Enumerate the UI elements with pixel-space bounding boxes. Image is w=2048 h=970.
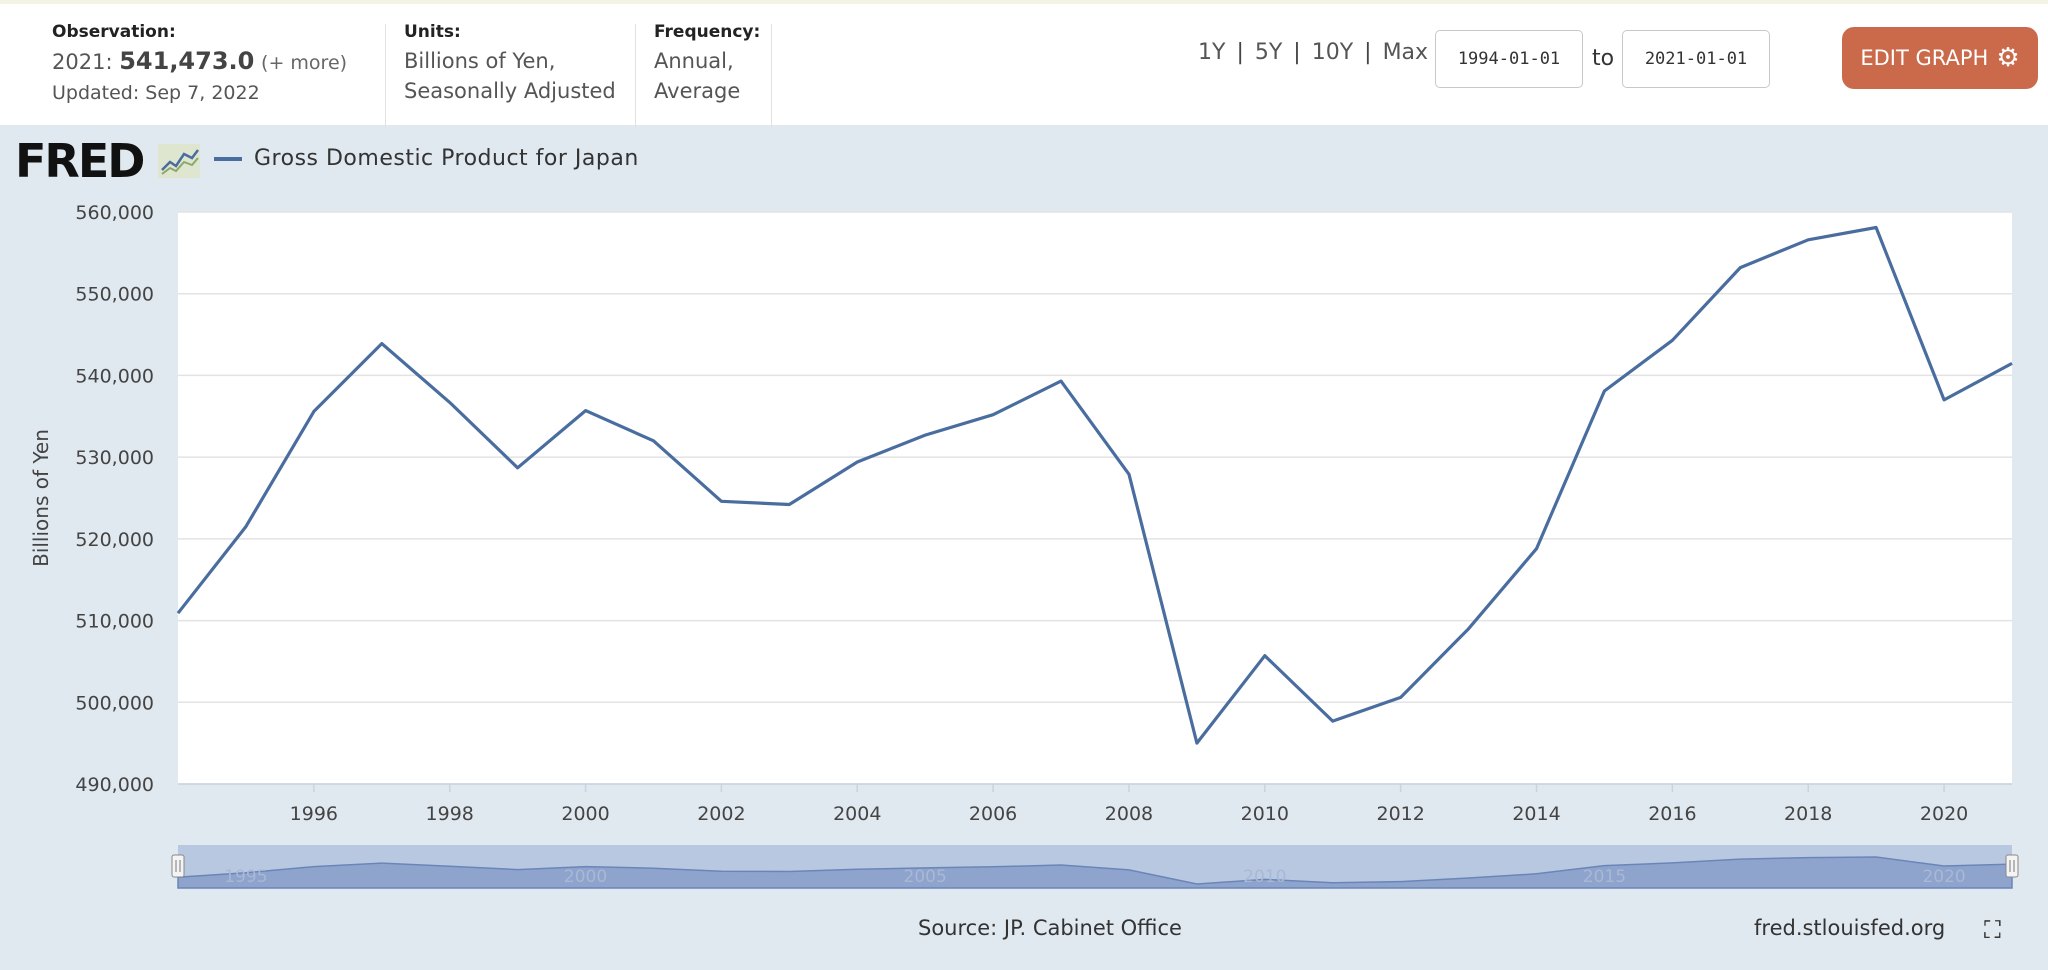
x-tick-label: 2016 (1648, 803, 1696, 825)
frequency-line2: Average (654, 79, 741, 103)
y-tick-label: 510,000 (75, 611, 154, 633)
x-tick-label: 2020 (1920, 803, 1968, 825)
range-max[interactable]: Max (1382, 40, 1429, 65)
range-5y[interactable]: 5Y (1254, 40, 1283, 65)
y-tick-label: 540,000 (75, 365, 154, 387)
y-tick-label: 550,000 (75, 284, 154, 306)
fred-site-link[interactable]: fred.stlouisfed.org (1754, 916, 1946, 940)
more-link[interactable]: (+ more) (261, 52, 348, 74)
units-label: Units: (404, 22, 461, 42)
to-label: to (1592, 46, 1615, 71)
observation-year: 2021: (52, 50, 113, 74)
observation-block: Observation: 2021: 541,473.0 (+ more) Up… (52, 22, 347, 104)
line-chart-icon (158, 144, 200, 178)
series-line-gdp-japan (176, 225, 2013, 745)
fred-logo[interactable]: FRED (15, 134, 145, 188)
units-block: Units: Billions of Yen, Seasonally Adjus… (404, 22, 616, 106)
y-tick-label: 520,000 (75, 529, 154, 551)
updated-date: Updated: Sep 7, 2022 (52, 82, 260, 104)
fullscreen-icon[interactable]: ⛶ (1984, 916, 2001, 944)
observation-label: Observation: (52, 22, 176, 42)
observation-value-line: 2021: 541,473.0 (+ more) (52, 46, 347, 78)
range-separator: | (1236, 40, 1244, 65)
y-tick-label: 530,000 (75, 447, 154, 469)
range-10y[interactable]: 10Y (1311, 40, 1354, 65)
x-tick-label: 2012 (1376, 803, 1424, 825)
observation-value: 541,473.0 (119, 47, 255, 75)
x-tick-label: 2004 (833, 803, 881, 825)
line-chart: 490,000 500,000 510,000 520,000 530,000 540,0… (29, 202, 2019, 889)
y-tick-label: 500,000 (75, 692, 154, 714)
x-tick-label: 2018 (1784, 803, 1832, 825)
legend-label: Gross Domestic Product for Japan (254, 146, 639, 171)
x-tick-label: 2014 (1512, 803, 1560, 825)
range-separator: | (1364, 40, 1372, 65)
navigator-tick-label: 2005 (904, 867, 947, 887)
divider (771, 24, 772, 128)
date-from-input[interactable]: 1994-01-01 (1435, 30, 1583, 88)
navigator-tick-label: 2000 (564, 867, 607, 887)
plot-area (178, 212, 2012, 784)
frequency-line1: Annual, (654, 49, 734, 73)
x-tick-label: 2006 (969, 803, 1017, 825)
top-info-bar: Observation: 2021: 541,473.0 (+ more) Up… (0, 0, 2048, 128)
gear-icon: ⚙ (1996, 43, 2020, 73)
navigator-tick-label: 2020 (1922, 867, 1965, 887)
divider (385, 24, 386, 128)
navigator-left-handle[interactable] (171, 854, 185, 878)
range-1y[interactable]: 1Y (1198, 40, 1226, 65)
source-label: Source: JP. Cabinet Office (918, 916, 1182, 940)
navigator-tick-label: 2015 (1583, 867, 1626, 887)
frequency-label: Frequency: (654, 22, 761, 42)
edit-graph-label: EDIT GRAPH (1860, 46, 1989, 70)
navigator-right-handle[interactable] (2005, 854, 2019, 878)
chart-legend: Gross Domestic Product for Japan (214, 146, 639, 171)
navigator-tick-label: 2010 (1243, 867, 1286, 887)
units-line2: Seasonally Adjusted (404, 79, 616, 103)
y-tick-label: 560,000 (75, 202, 154, 224)
legend-swatch (214, 156, 242, 161)
x-tick-label: 2000 (561, 803, 609, 825)
divider (635, 24, 636, 128)
x-tick-label: 2008 (1105, 803, 1153, 825)
range-selector: 1Y | 5Y | 10Y | Max (1198, 40, 1428, 65)
units-line1: Billions of Yen, (404, 49, 556, 73)
y-axis-label: Billions of Yen (29, 429, 53, 567)
x-tick-label: 1996 (290, 803, 338, 825)
x-tick-label: 1998 (426, 803, 474, 825)
navigator-series (177, 856, 2013, 889)
range-separator: | (1293, 40, 1301, 65)
frequency-block: Frequency: Annual, Average (654, 22, 760, 106)
x-tick-label: 2010 (1241, 803, 1289, 825)
x-tick-label: 2002 (697, 803, 745, 825)
y-tick-label: 490,000 (75, 774, 154, 796)
edit-graph-button[interactable]: EDIT GRAPH ⚙ (1842, 27, 2038, 89)
date-to-input[interactable]: 2021-01-01 (1622, 30, 1770, 88)
navigator-tick-label: 1995 (224, 867, 267, 887)
